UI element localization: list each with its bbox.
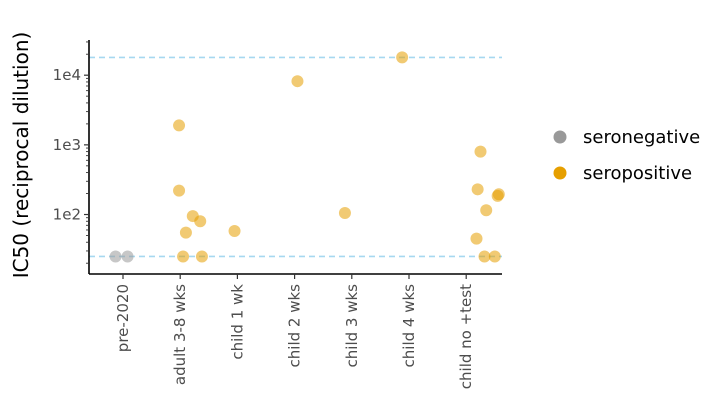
x-axis-ticks: pre-2020 adult 3-8 wks child 1 wk child 2 w… [114, 274, 475, 389]
x-tick-label-6: child 4 wks [400, 284, 418, 368]
y-axis-title: IC50 (reciprocal dilution) [9, 32, 33, 279]
legend: seronegative seropositive [553, 127, 700, 184]
x-tick-label-1: pre-2020 [114, 284, 132, 352]
seropositive-point-4 [194, 215, 207, 228]
seropositive-point-16 [480, 204, 493, 217]
seropositive-point-17 [470, 232, 483, 245]
seropositive-point-9 [291, 75, 304, 88]
seropositive-point-6 [177, 250, 190, 263]
seropositive-point-11 [396, 51, 409, 64]
seropositive-point-2 [173, 184, 186, 197]
y-tick-label-1e2: 1e2 [53, 206, 81, 224]
x-tick-label-7: child no +test [457, 284, 475, 389]
legend-label-seronegative: seronegative [583, 127, 700, 148]
seropositive-point-12 [474, 145, 487, 158]
reference-lines [89, 56, 502, 258]
seropositive-point-8 [228, 224, 241, 237]
seronegative-point-1 [109, 250, 122, 263]
seropositive-point-13 [471, 183, 484, 196]
x-tick-label-2: adult 3-8 wks [171, 284, 189, 385]
x-tick-label-5: child 3 wks [343, 284, 361, 368]
seropositive-point-18 [478, 250, 491, 263]
seropositive-point-19 [488, 250, 501, 263]
y-tick-label-1e3: 1e3 [53, 136, 81, 154]
seropositive-point-15 [491, 189, 504, 202]
seropositive-point-5 [179, 226, 192, 239]
seronegative-point-2 [121, 250, 134, 263]
x-tick-label-4: child 2 wks [286, 284, 304, 368]
legend-label-seropositive: seropositive [583, 163, 692, 184]
axes [88, 40, 502, 275]
seropositive-point-1 [173, 119, 186, 132]
seropositive-point-10 [338, 207, 351, 220]
y-tick-label-1e4: 1e4 [53, 66, 81, 84]
data-points [109, 51, 505, 263]
legend-key-seronegative [553, 130, 567, 144]
legend-key-seropositive [553, 166, 567, 180]
y-axis-ticks: 1e2 1e3 1e4 [53, 41, 89, 264]
seropositive-point-7 [195, 250, 208, 263]
x-tick-label-3: child 1 wk [228, 284, 246, 360]
